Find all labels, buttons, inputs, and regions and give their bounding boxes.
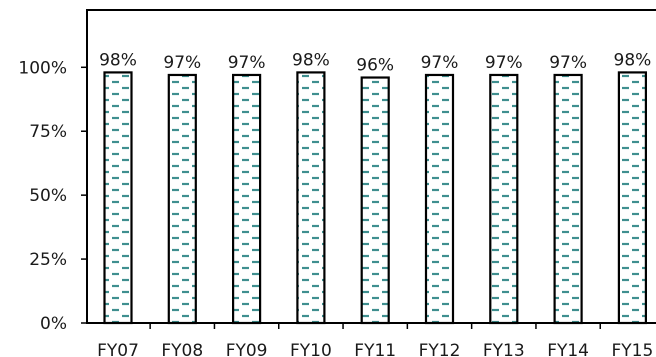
y-tick-label: 25%: [29, 250, 67, 270]
data-label: 98%: [292, 50, 330, 70]
x-tick-label: FY11: [354, 341, 396, 357]
bar: [232, 73, 262, 325]
data-label: 97%: [163, 53, 201, 73]
data-label: 97%: [485, 53, 523, 73]
y-tick-label: 50%: [29, 186, 67, 206]
data-label: 97%: [228, 53, 266, 73]
bar: [103, 71, 133, 325]
data-label: 97%: [421, 53, 459, 73]
y-tick-label: 75%: [29, 122, 67, 142]
y-tick-label: 0%: [40, 314, 67, 334]
data-label: 98%: [99, 50, 137, 70]
bar: [360, 76, 390, 325]
bar: [296, 71, 326, 325]
x-tick-label: FY13: [483, 341, 525, 357]
y-tick-label: 100%: [18, 58, 67, 78]
x-tick-label: FY07: [97, 341, 139, 357]
x-tick-label: FY15: [612, 341, 654, 357]
x-tick-label: FY10: [290, 341, 332, 357]
x-axis-ticks: FY07 FY08 FY09 FY10 FY11 FY12 FY13 FY14 FY15: [97, 323, 654, 357]
data-label: 98%: [614, 50, 652, 70]
x-tick-label: FY14: [547, 341, 589, 357]
y-axis-ticks: 0% 25% 50% 75% 100%: [18, 58, 87, 334]
bar: [489, 73, 519, 325]
bar: [553, 73, 583, 325]
bar: [617, 71, 648, 325]
data-label: 97%: [549, 53, 587, 73]
x-tick-label: FY08: [161, 341, 203, 357]
bars: 98% 97% 97% 98% 96% 97% 97% 97% 98%: [99, 50, 652, 325]
bar: [424, 73, 455, 325]
x-tick-label: FY09: [226, 341, 268, 357]
data-label: 96%: [356, 56, 394, 76]
bar: [167, 73, 197, 325]
x-tick-label: FY12: [419, 341, 461, 357]
